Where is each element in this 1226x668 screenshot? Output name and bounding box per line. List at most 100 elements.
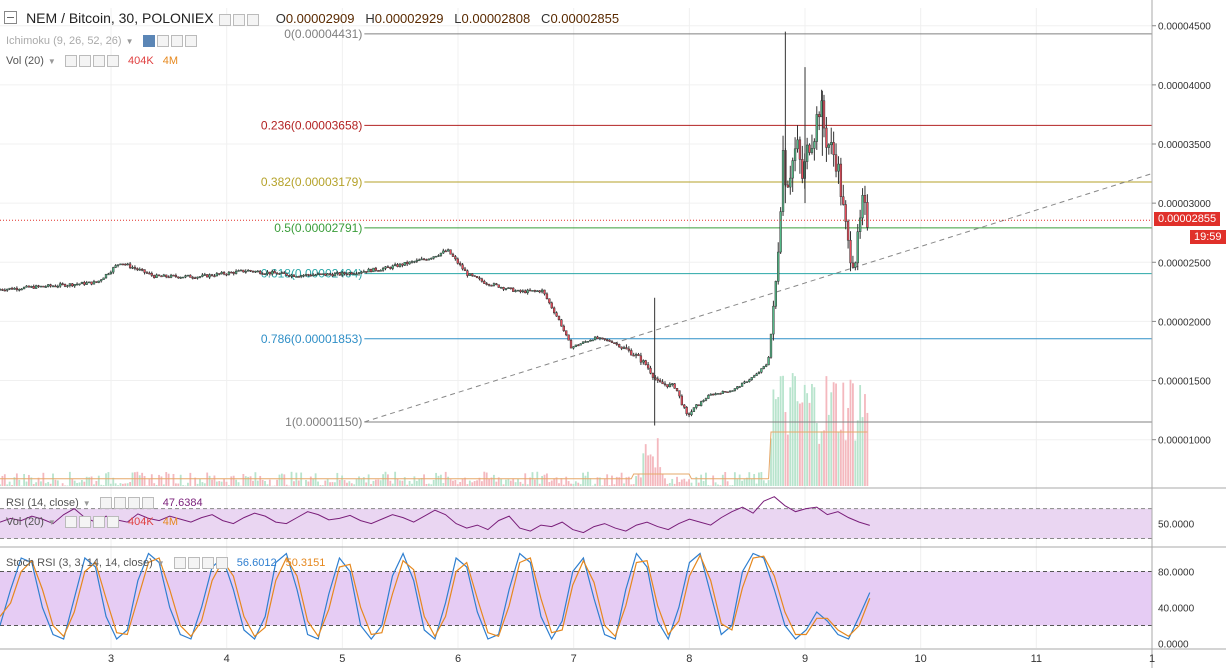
rsi-legend[interactable]: RSI (14, close) ▼ 47.6384 [6,497,203,510]
candle-body [858,217,862,232]
candle-body [815,114,818,142]
volume-bar [11,485,13,486]
candle-body [577,344,580,347]
candle-body [627,348,631,351]
candle-body [726,391,729,393]
stoch-legend[interactable]: Stoch RSI (3, 3, 14, 14, close) ▼ 56.6012… [6,557,326,570]
volume-legend[interactable]: Vol (20) ▼ 404K 4M [6,55,179,68]
close-icon[interactable] [106,516,119,529]
dropdown-icon[interactable]: ▼ [156,559,165,568]
eye-icon[interactable] [64,516,77,529]
volume-bar [755,483,758,486]
volume-bar [377,479,380,486]
volume-value: 404K [127,55,154,67]
settings-icon[interactable] [78,516,91,529]
candle-body [49,284,52,287]
candle-body [22,286,26,290]
candle-body [324,273,327,276]
candle-body [372,267,375,273]
settings-icon[interactable] [156,35,169,48]
eye-icon[interactable] [142,35,155,48]
eye-icon[interactable] [173,557,186,570]
candle-body [596,336,599,339]
dropdown-icon[interactable]: ▼ [47,57,56,66]
fib-retracement[interactable]: 0(0.00004431) 0.236(0.00003658) 0.382(0.00… [261,27,1152,429]
candle-body [786,184,790,188]
volume-bar [625,477,628,486]
y-tick-label: 0.00001000 [1158,436,1211,447]
stoch-d-value: 50.3151 [285,557,326,569]
volume-bar [707,485,710,486]
candle-body [124,263,127,266]
add-icon[interactable] [92,516,105,529]
volume-bar [71,478,74,486]
candle-body [565,330,568,336]
copy-icon[interactable] [170,35,183,48]
candle-body [808,144,811,153]
close-icon[interactable] [184,35,197,48]
add-icon[interactable] [92,55,105,68]
eye-icon[interactable] [99,497,112,510]
candle-body [56,285,59,288]
settings-icon[interactable] [187,557,200,570]
volume-bar [307,481,310,486]
candle-body [442,250,445,254]
volume-bar [278,474,281,486]
candle-body [536,290,539,292]
volume-bar [623,483,625,486]
candle-body [791,160,794,179]
rsi-volume-legend[interactable]: Vol (20) ▼ 404K 4M [6,516,179,529]
collapse-icon[interactable] [4,11,17,24]
candle-body [406,262,409,265]
volume-bar [567,481,570,486]
volume-bar [835,383,837,486]
ichimoku-legend[interactable]: Ichimoku (9, 26, 52, 26) ▼ [6,35,197,48]
volume-bar [329,482,331,486]
close-icon[interactable] [246,14,259,27]
dropdown-icon[interactable]: ▼ [82,499,91,508]
eye-icon[interactable] [64,55,77,68]
close-icon[interactable] [215,557,228,570]
add-icon[interactable] [127,497,140,510]
eye-icon[interactable] [218,14,231,27]
add-icon[interactable] [201,557,214,570]
settings-icon[interactable] [113,497,126,510]
candle-body [155,274,158,278]
volume-bar [105,473,107,486]
volume-bar [533,479,536,486]
settings-icon[interactable] [232,14,245,27]
volume-bar [150,474,153,486]
candle-body [97,280,100,283]
bar-countdown-tag: 19:59 [1190,230,1226,245]
candle-body [198,276,202,278]
volume-bar [276,479,278,486]
volume-bar [473,481,476,486]
candle-body [668,383,671,388]
candle-body [499,287,503,289]
candle-body [338,272,341,276]
volume-bar [440,474,442,486]
candle-body [463,268,467,272]
dropdown-icon[interactable]: ▼ [47,518,56,527]
settings-icon[interactable] [78,55,91,68]
close-icon[interactable] [106,55,119,68]
candle-body [360,272,363,274]
candle-body [825,127,828,148]
fib-level-label: 0(0.00004431) [284,27,362,41]
volume-bar [331,482,334,486]
volume-bar [647,455,650,486]
candle-body [345,273,349,276]
candle-body [206,274,209,278]
rsi-value: 47.6384 [162,497,203,509]
trendline[interactable] [364,173,1153,423]
candle-body [637,354,640,357]
candle-body [622,347,626,349]
volume-bar [782,375,784,486]
close-icon[interactable] [141,497,154,510]
dropdown-icon[interactable]: ▼ [125,37,134,46]
candle-body [37,285,40,287]
candle-body [32,286,35,289]
candle-body [420,258,423,261]
volume-ma-line [0,431,868,480]
